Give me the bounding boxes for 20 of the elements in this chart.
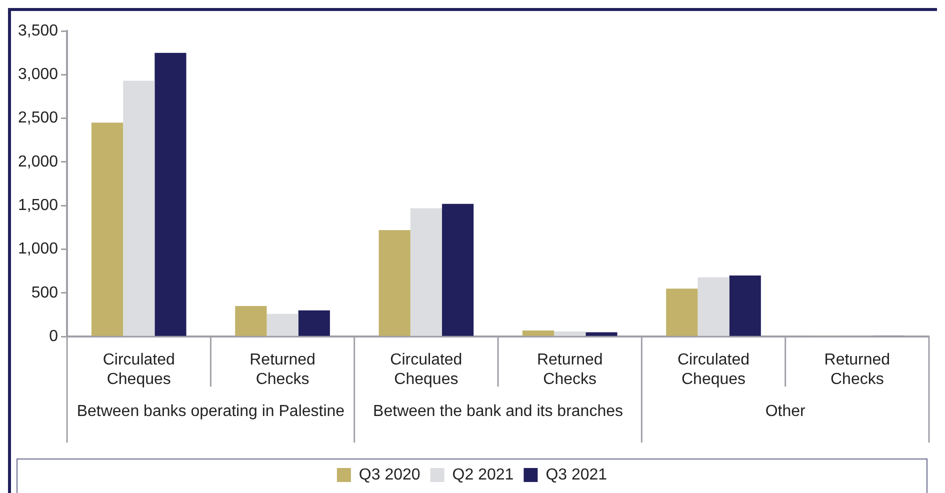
legend-label: Q3 2020 bbox=[358, 466, 420, 484]
y-tick-label: 3,500 bbox=[18, 22, 58, 40]
y-tick-label: 1,000 bbox=[18, 240, 58, 258]
text: Between banks operating in Palestine bbox=[76, 403, 345, 420]
x-tick-label: Circulated Cheques bbox=[390, 352, 462, 388]
x-tick-label: Returned Checks bbox=[824, 352, 890, 388]
y-tick-label: 2,500 bbox=[18, 110, 58, 127]
y-tick-label: 500 bbox=[31, 284, 58, 302]
text: Other bbox=[765, 403, 806, 420]
y-tick-label: 1,500 bbox=[18, 197, 58, 214]
y-tick-label: 3,000 bbox=[18, 66, 58, 84]
x-tick-label: Returned Checks bbox=[536, 352, 603, 388]
y-tick-label: 2,000 bbox=[18, 153, 58, 170]
x-tick-label: Returned Checks bbox=[250, 352, 316, 388]
x-tick-label: Circulated Cheques bbox=[102, 352, 175, 388]
x-tick-label: Circulated Cheques bbox=[677, 352, 750, 388]
legend-label: Q2 2021 bbox=[452, 466, 514, 484]
text: Between the bank and its branches bbox=[373, 403, 623, 420]
legend-label: Q3 2021 bbox=[546, 466, 608, 484]
y-tick-label: 0 bbox=[49, 328, 58, 346]
